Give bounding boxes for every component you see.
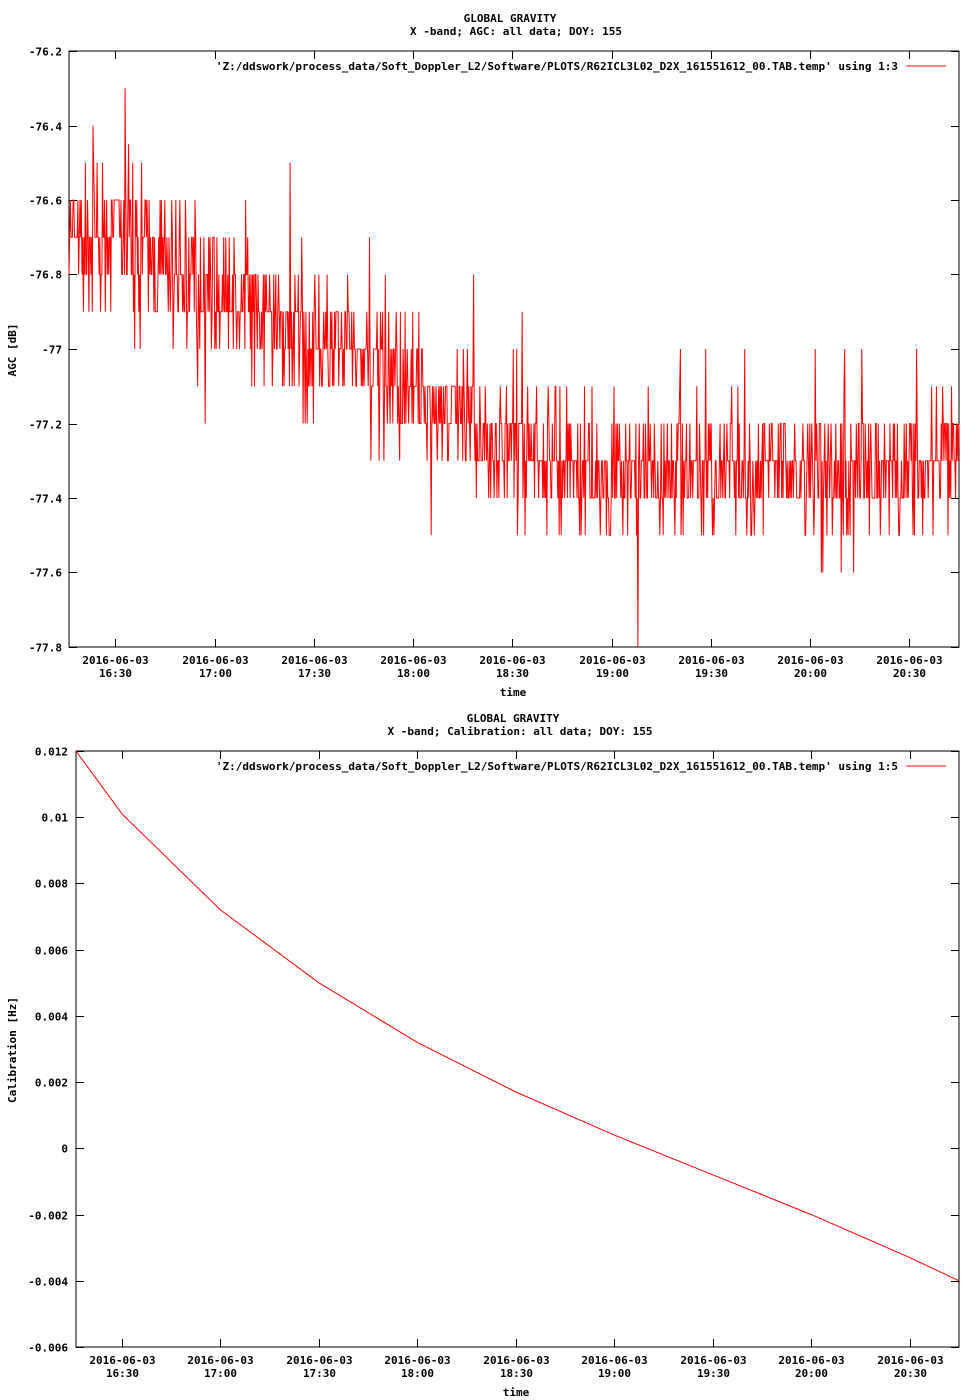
calibration-series-line	[75, 750, 960, 1282]
x-tick-date-label: 2016-06-03	[483, 1354, 549, 1367]
x-tick-date-label: 2016-06-03	[680, 1354, 746, 1367]
x-tick-date-label: 2016-06-03	[384, 1354, 450, 1367]
x-tick-time-label: 19:30	[697, 1367, 730, 1380]
x-tick-time-label: 17:30	[303, 1367, 336, 1380]
x-tick-time-label: 17:00	[199, 667, 232, 680]
x-tick-date-label: 2016-06-03	[281, 654, 347, 667]
chart-subtitle: X -band; AGC: all data; DOY: 155	[410, 25, 622, 38]
y-tick-label: -77.2	[29, 419, 62, 432]
y-tick-label: 0.012	[35, 746, 68, 759]
x-tick-time-label: 20:00	[794, 667, 827, 680]
y-tick-label: -76.6	[29, 195, 62, 208]
x-tick-time-label: 17:30	[298, 667, 331, 680]
y-tick-label: -77	[42, 344, 62, 357]
y-tick-label: 0.008	[35, 878, 68, 891]
y-tick-label: -76.2	[29, 46, 62, 59]
y-tick-label: -0.006	[28, 1342, 68, 1355]
x-tick-time-label: 19:00	[596, 667, 629, 680]
chart-title: GLOBAL GRAVITY	[464, 12, 557, 25]
y-axis-label: Calibration [Hz]	[6, 997, 19, 1103]
y-tick-label: 0.01	[42, 812, 69, 825]
legend-label: 'Z:/ddswork/process_data/Soft_Doppler_L2…	[216, 760, 898, 773]
y-tick-label: 0.006	[35, 945, 68, 958]
x-tick-time-label: 16:30	[106, 1367, 139, 1380]
plot-frame	[68, 50, 960, 648]
x-tick-date-label: 2016-06-03	[581, 1354, 647, 1367]
x-tick-time-label: 20:30	[894, 1367, 927, 1380]
y-tick-label: 0.002	[35, 1077, 68, 1090]
x-tick-time-label: 18:00	[397, 667, 430, 680]
y-axis-label: AGC [dB]	[6, 324, 19, 377]
x-tick-time-label: 18:00	[401, 1367, 434, 1380]
x-tick-time-label: 18:30	[500, 1367, 533, 1380]
y-tick-label: -76.8	[29, 269, 62, 282]
x-tick-time-label: 17:00	[204, 1367, 237, 1380]
y-tick-label: -0.002	[28, 1210, 68, 1223]
x-tick-time-label: 20:00	[795, 1367, 828, 1380]
x-tick-date-label: 2016-06-03	[876, 654, 942, 667]
y-tick-label: -77.4	[29, 493, 62, 506]
x-tick-date-label: 2016-06-03	[877, 1354, 943, 1367]
x-axis-label: time	[500, 686, 527, 699]
calibration-chart-panel: GLOBAL GRAVITY X -band; Calibration: all…	[6, 712, 960, 1399]
x-axis-label: time	[503, 1386, 530, 1399]
x-tick-date-label: 2016-06-03	[777, 654, 843, 667]
y-tick-label: -77.6	[29, 567, 62, 580]
x-tick-date-label: 2016-06-03	[286, 1354, 352, 1367]
x-tick-time-label: 20:30	[893, 667, 926, 680]
agc-chart-panel: GLOBAL GRAVITY X -band; AGC: all data; D…	[6, 12, 960, 699]
x-tick-date-label: 2016-06-03	[187, 1354, 253, 1367]
y-tick-label: -76.4	[29, 121, 62, 134]
x-tick-date-label: 2016-06-03	[778, 1354, 844, 1367]
x-tick-date-label: 2016-06-03	[678, 654, 744, 667]
legend-label: 'Z:/ddswork/process_data/Soft_Doppler_L2…	[216, 60, 898, 73]
agc-series-line	[68, 88, 960, 648]
x-tick-date-label: 2016-06-03	[182, 654, 248, 667]
x-tick-date-label: 2016-06-03	[579, 654, 645, 667]
y-tick-label: 0	[61, 1143, 68, 1156]
x-tick-time-label: 18:30	[496, 667, 529, 680]
chart-subtitle: X -band; Calibration: all data; DOY: 155	[388, 725, 653, 738]
y-tick-label: -0.004	[28, 1276, 68, 1289]
x-tick-date-label: 2016-06-03	[479, 654, 545, 667]
chart-title: GLOBAL GRAVITY	[467, 712, 560, 725]
x-tick-time-label: 19:00	[598, 1367, 631, 1380]
x-tick-date-label: 2016-06-03	[380, 654, 446, 667]
x-tick-time-label: 16:30	[99, 667, 132, 680]
y-tick-label: 0.004	[35, 1011, 68, 1024]
x-tick-time-label: 19:30	[695, 667, 728, 680]
x-tick-date-label: 2016-06-03	[82, 654, 148, 667]
plot-frame	[75, 750, 960, 1348]
x-tick-date-label: 2016-06-03	[89, 1354, 155, 1367]
y-tick-label: -77.8	[29, 642, 62, 655]
